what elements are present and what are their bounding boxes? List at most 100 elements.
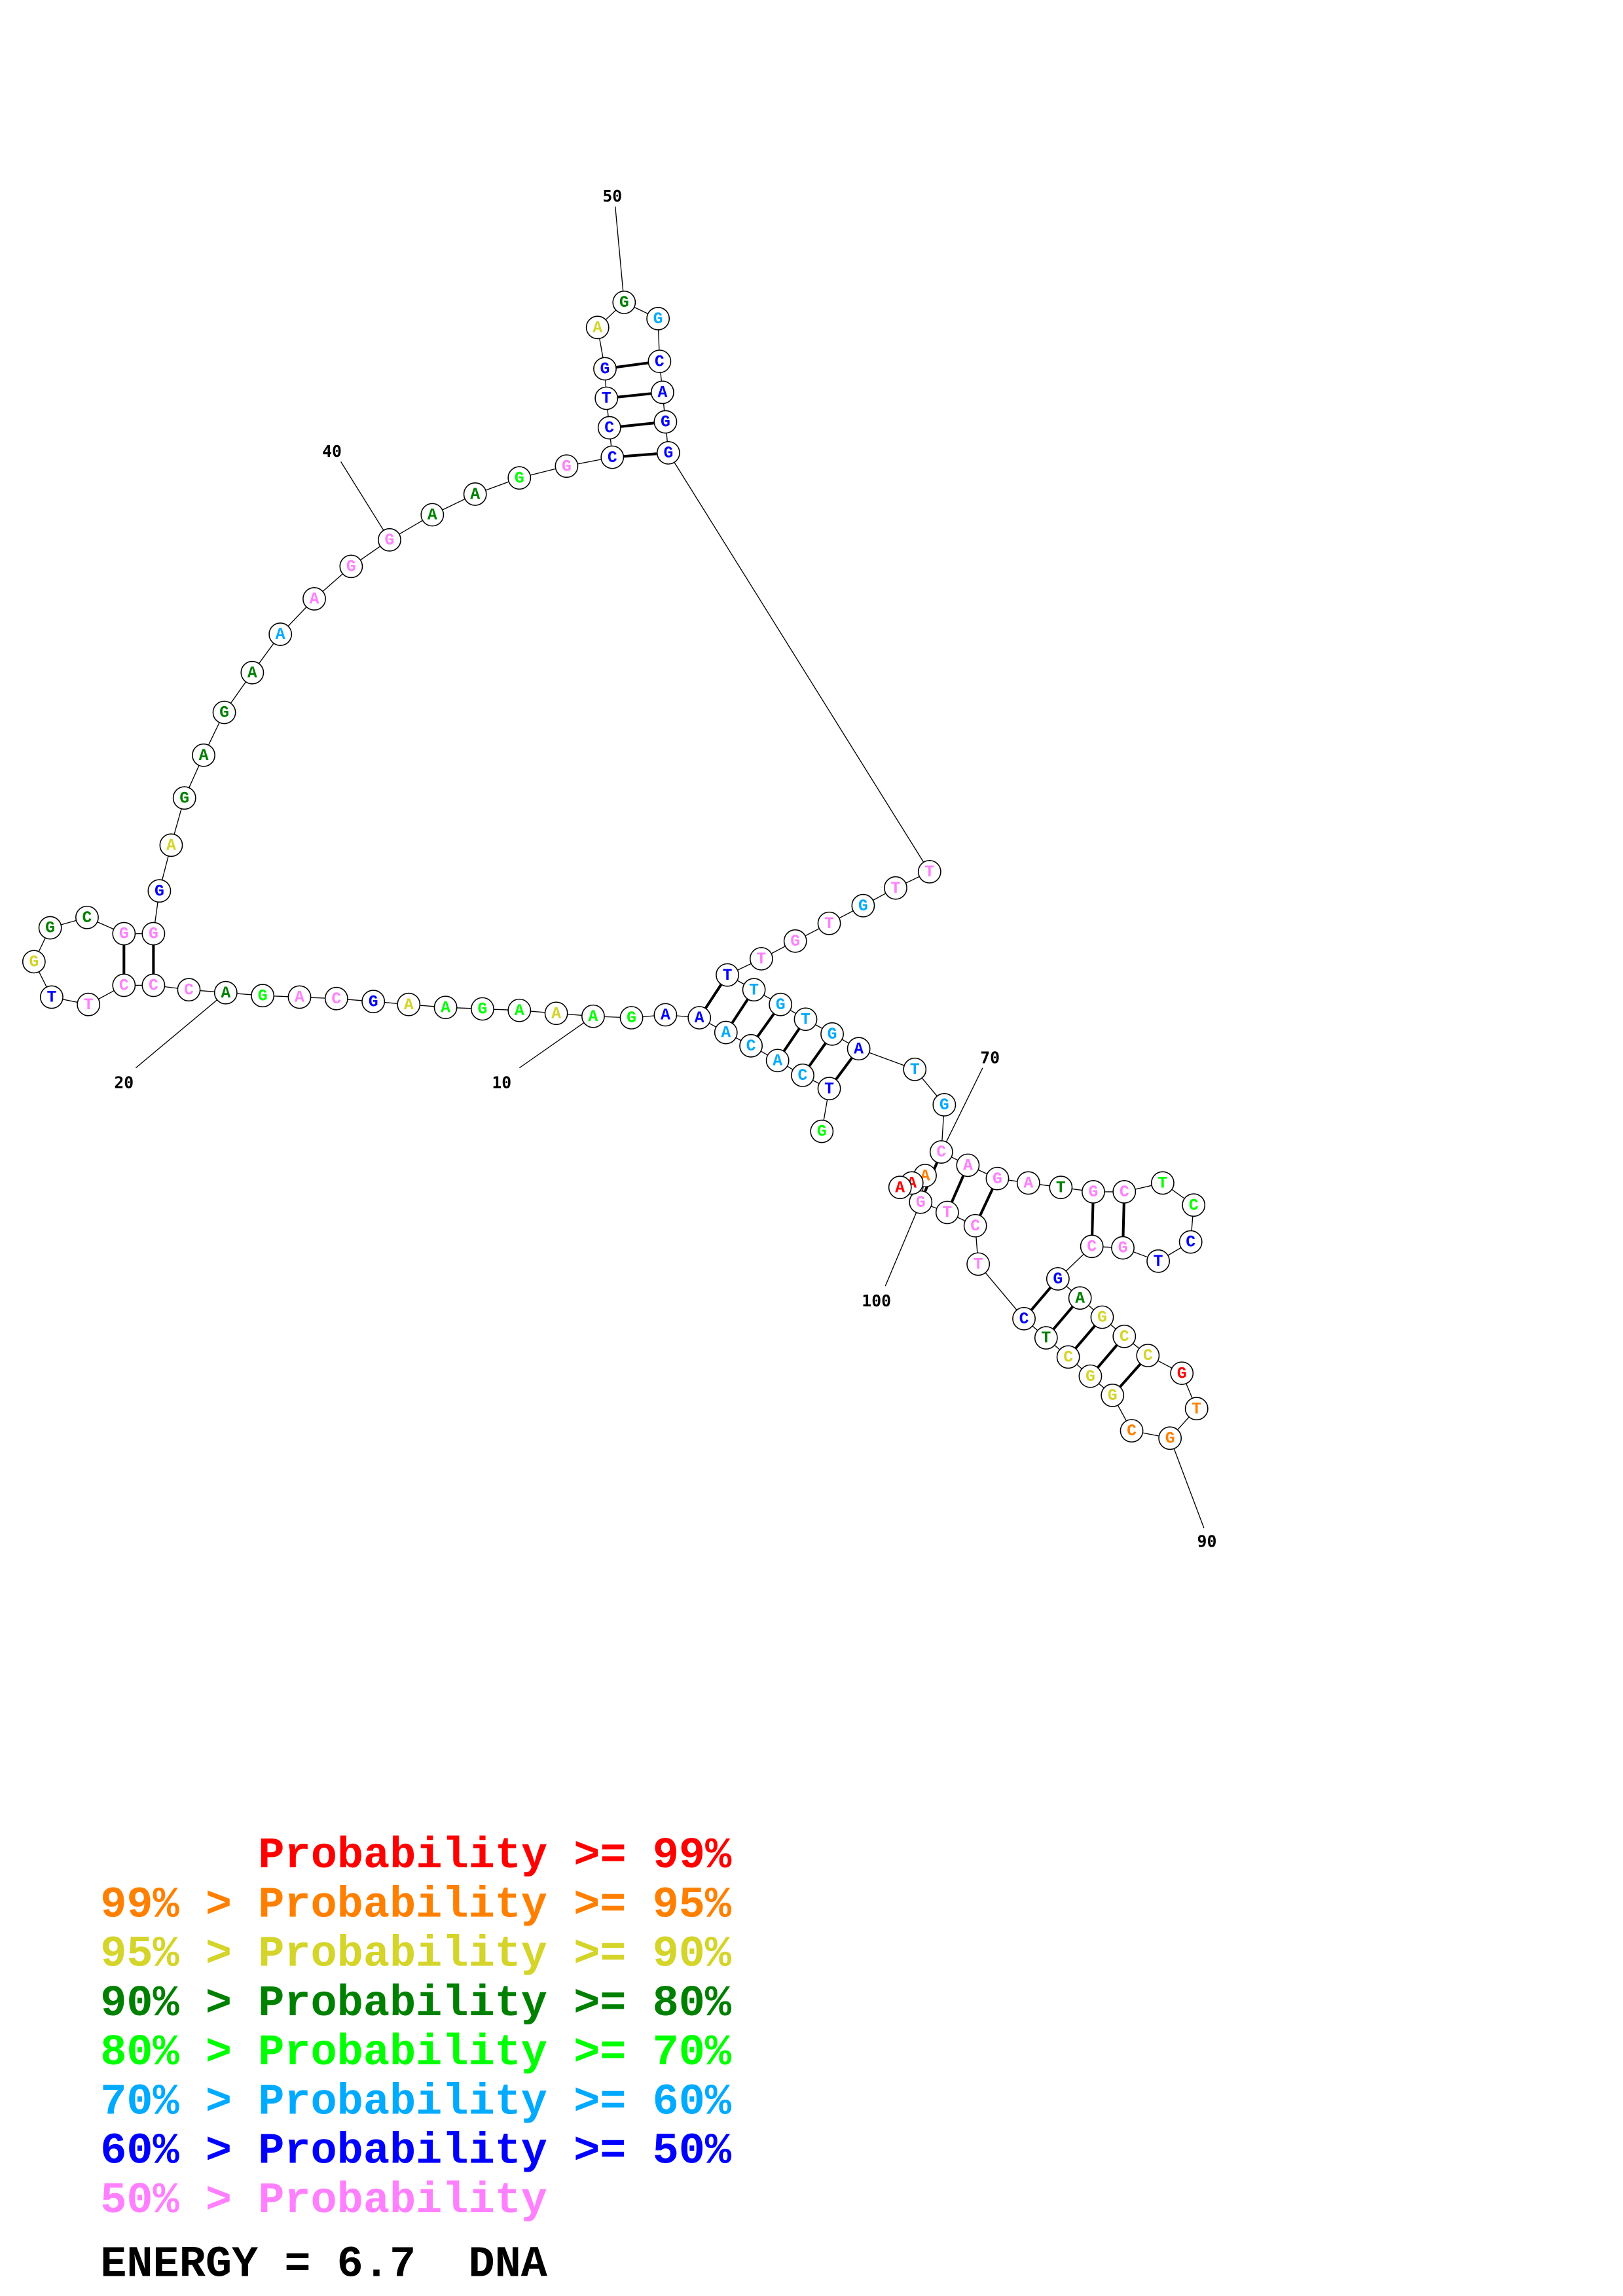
nucleotide-circle	[75, 905, 99, 929]
nucleotide-circle	[810, 1119, 834, 1143]
nucleotide-letter: G	[1177, 1365, 1187, 1383]
nucleotide: A	[585, 315, 610, 340]
nucleotide-letter: T	[891, 880, 901, 898]
nucleotide-circle	[302, 587, 326, 611]
nucleotide-letter: G	[817, 1123, 827, 1141]
nucleotide: T	[1049, 1175, 1073, 1200]
nucleotide: A	[653, 1003, 678, 1027]
nucleotide-circle	[851, 893, 875, 918]
nucleotide: C	[141, 973, 166, 997]
nucleotide: C	[1080, 1234, 1104, 1259]
nucleotide-letter: G	[149, 925, 158, 944]
base-pairs	[122, 360, 1149, 1397]
nucleotide: A	[420, 503, 445, 527]
nucleotide-circle	[1090, 1305, 1114, 1329]
nucleotide: C	[1178, 1230, 1203, 1254]
nucleotide-letter: G	[515, 469, 524, 488]
nucleotide-circle	[909, 1190, 933, 1214]
nucleotide-letter: A	[773, 1052, 782, 1070]
nucleotide-letter: A	[854, 1040, 864, 1058]
nucleotide-circle	[783, 929, 807, 953]
nucleotide: G	[783, 929, 807, 953]
nucleotide-letter: G	[661, 414, 670, 432]
nucleotide-letter: G	[993, 1170, 1002, 1189]
nucleotide-letter: A	[166, 836, 176, 855]
nucleotide-letter: T	[723, 967, 733, 985]
nucleotide-circle	[251, 984, 275, 1008]
nucleotide: G	[471, 997, 494, 1021]
nucleotide-circle	[847, 1037, 871, 1061]
nucleotide-circle	[600, 445, 625, 469]
nucleotide: T	[966, 1252, 991, 1276]
nucleotide: A	[268, 622, 293, 646]
nucleotide-circle	[1158, 1426, 1182, 1450]
nucleotide-letter: G	[858, 897, 868, 916]
position-label: 50	[602, 187, 622, 206]
nucleotide-letter: C	[746, 1037, 756, 1056]
nucleotide-circle	[112, 922, 136, 946]
position-label-line	[1169, 1438, 1205, 1528]
nucleotide: T	[793, 1007, 818, 1031]
nucleotide: G	[932, 1093, 957, 1117]
nucleotide: T	[917, 859, 941, 884]
nucleotide-letter: C	[82, 909, 92, 927]
nucleotide-letter: G	[385, 531, 395, 550]
nucleotide-letter: T	[1192, 1400, 1201, 1418]
nucleotide-circle	[22, 950, 46, 974]
nucleotide-circle	[147, 879, 172, 903]
nucleotide-letter: A	[199, 747, 209, 765]
legend-row: 90% > Probability >= 80%	[100, 1979, 732, 2029]
nucleotide-letter: A	[721, 1024, 731, 1043]
nucleotide: G	[555, 454, 579, 478]
nucleotide-circle	[1170, 1361, 1194, 1386]
nucleotide: A	[888, 1175, 912, 1200]
nucleotide-letter: G	[29, 953, 39, 971]
nucleotide-circle	[1146, 1249, 1171, 1273]
nucleotide: A	[956, 1153, 980, 1177]
nucleotide: G	[593, 357, 617, 381]
nucleotide-letter: T	[801, 1011, 811, 1029]
nucleotide-circle	[1080, 1234, 1104, 1259]
nucleotide-letter: C	[608, 449, 617, 467]
nucleotide-letter: A	[428, 507, 437, 525]
nucleotide: G	[112, 922, 136, 946]
nucleotide-circle	[268, 622, 293, 646]
nucleotide-letter: T	[824, 915, 834, 933]
nucleotide: G	[820, 1022, 844, 1046]
legend-row: 99% > Probability >= 95%	[100, 1880, 732, 1930]
nucleotide-circle	[471, 997, 494, 1021]
position-label: 100	[862, 1291, 891, 1310]
nucleotide-circle	[1101, 1384, 1125, 1407]
nucleotide: G	[212, 700, 236, 725]
nucleotide-circle	[507, 998, 532, 1022]
nucleotide-circle	[141, 922, 166, 946]
nucleotide: T	[1150, 1171, 1175, 1195]
nucleotide: T	[935, 1200, 959, 1225]
nucleotide: C	[929, 1140, 953, 1164]
nucleotide: C	[1136, 1344, 1160, 1368]
nucleotide-letter: C	[798, 1067, 808, 1085]
nucleotide-letter: C	[655, 353, 665, 371]
nucleotide: A	[581, 1004, 605, 1028]
nucleotide: A	[213, 980, 238, 1005]
nucleotide: C	[1112, 1324, 1137, 1348]
nucleotide-letter: T	[974, 1255, 983, 1274]
legend-row: 70% > Probability >= 60%	[100, 2077, 732, 2127]
nucleotide-letter: A	[589, 1008, 598, 1026]
nucleotide-letter: C	[970, 1217, 980, 1236]
nucleotide-circle	[653, 1003, 678, 1027]
nucleotide-circle	[817, 1077, 841, 1101]
nucleotide: C	[1056, 1345, 1080, 1369]
legend-row: 50% > Probability	[100, 2176, 547, 2226]
nucleotide-letter: A	[551, 1005, 561, 1023]
nucleotide-circle	[929, 1140, 953, 1164]
nucleotide-circle	[793, 1007, 818, 1031]
nucleotide-circle	[581, 1004, 605, 1028]
nucleotide-letter: T	[824, 1080, 834, 1098]
nucleotide: C	[1112, 1180, 1137, 1204]
nucleotide-circle	[1178, 1230, 1203, 1254]
position-label-line	[615, 206, 625, 303]
nucleotide-letter: C	[936, 1143, 946, 1162]
nucleotide: G	[1111, 1236, 1135, 1260]
backbone-segment	[668, 452, 930, 872]
